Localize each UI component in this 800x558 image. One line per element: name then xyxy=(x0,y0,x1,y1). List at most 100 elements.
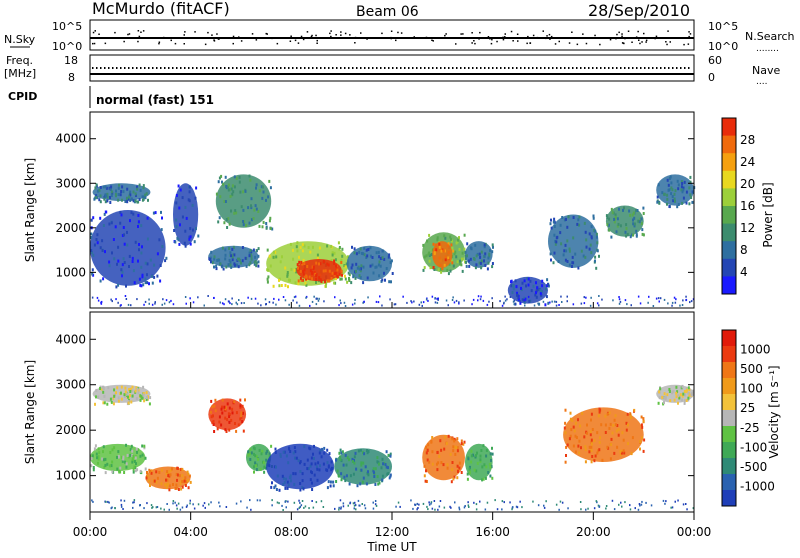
velocity-speckle xyxy=(642,449,645,453)
power-near-range-point xyxy=(618,298,621,301)
power-speckle xyxy=(568,249,571,253)
noise-search-point xyxy=(366,38,368,40)
power-near-range-point xyxy=(682,299,684,302)
noise-search-point xyxy=(354,42,356,44)
velocity-speckle xyxy=(330,460,333,464)
power-speckle xyxy=(592,216,595,220)
velocity-speckle xyxy=(137,391,140,395)
power-speckle xyxy=(631,233,633,237)
power-speckle xyxy=(668,177,671,180)
power-near-range-point xyxy=(648,295,650,298)
velocity-near-range-point xyxy=(133,501,135,504)
velocity-colorbar-tick: 500 xyxy=(740,362,763,376)
noise-search-point xyxy=(512,40,514,42)
velocity-near-range-point xyxy=(674,500,676,503)
velocity-speckle xyxy=(613,451,616,455)
velocity-speckle xyxy=(692,389,695,393)
velocity-near-range-point xyxy=(281,504,283,507)
power-speckle xyxy=(105,210,108,214)
velocity-near-range-point xyxy=(91,499,93,502)
power-speckle xyxy=(229,251,232,255)
velocity-speckle xyxy=(641,425,644,429)
power-speckle xyxy=(381,256,384,260)
power-speckle xyxy=(121,185,124,189)
power-speckle xyxy=(462,257,465,261)
noise-search-point xyxy=(98,33,100,35)
power-colorbar-swatch xyxy=(722,206,736,225)
power-near-range-point xyxy=(243,302,245,304)
power-speckle xyxy=(613,220,616,224)
power-speckle xyxy=(235,176,238,180)
power-speckle xyxy=(358,274,361,278)
velocity-speckle xyxy=(142,385,145,389)
noise-search-point xyxy=(432,40,434,42)
noise-search-point xyxy=(395,39,397,42)
velocity-speckle xyxy=(102,390,105,394)
power-speckle xyxy=(141,275,144,279)
velocity-speckle xyxy=(111,460,114,464)
velocity-near-range-point xyxy=(665,500,667,503)
power-near-range-point xyxy=(296,301,298,304)
x-tick-label: 00:00 xyxy=(677,525,712,539)
velocity-near-range-point xyxy=(235,502,238,505)
velocity-speckle xyxy=(286,486,289,490)
power-speckle xyxy=(257,247,260,251)
power-near-range-point xyxy=(690,300,693,303)
power-speckle xyxy=(432,266,435,269)
velocity-speckle xyxy=(274,451,277,454)
power-speckle xyxy=(642,233,645,237)
power-speckle xyxy=(550,218,552,222)
velocity-near-range-point xyxy=(473,501,475,504)
power-speckle xyxy=(221,246,224,250)
power-speckle xyxy=(351,245,353,249)
velocity-speckle xyxy=(685,386,688,390)
velocity-speckle xyxy=(240,414,243,418)
velocity-speckle xyxy=(475,454,477,458)
velocity-speckle xyxy=(668,388,671,391)
power-speckle xyxy=(229,195,232,198)
velocity-speckle xyxy=(329,484,332,488)
power-near-range-point xyxy=(619,300,622,303)
power-speckle xyxy=(344,277,347,281)
power-speckle xyxy=(102,185,105,189)
power-speckle xyxy=(316,253,319,257)
power-speckle xyxy=(343,274,346,278)
velocity-near-range-point xyxy=(454,501,456,504)
power-near-range-point xyxy=(572,303,575,306)
power-near-range-point xyxy=(517,297,519,300)
velocity-speckle xyxy=(242,429,245,433)
velocity-speckle xyxy=(102,401,105,405)
power-speckle xyxy=(468,259,470,263)
power-speckle xyxy=(632,218,634,222)
velocity-speckle xyxy=(176,466,179,470)
power-near-range-point xyxy=(172,303,175,306)
power-speckle xyxy=(299,246,302,250)
power-colorbar-tick: 8 xyxy=(740,243,748,257)
power-near-range-point xyxy=(130,304,132,307)
velocity-speckle xyxy=(175,483,178,487)
power-speckle xyxy=(450,237,452,241)
power-speckle xyxy=(96,233,99,237)
velocity-near-range-point xyxy=(516,506,519,509)
velocity-speckle xyxy=(328,452,331,456)
velocity-near-range-point xyxy=(664,502,666,505)
date-title: 28/Sep/2010 xyxy=(588,1,690,20)
power-speckle xyxy=(217,180,220,184)
velocity-speckle xyxy=(591,455,594,458)
noise-search-point xyxy=(568,42,571,44)
velocity-speckle xyxy=(212,423,215,426)
power-near-range-point xyxy=(657,297,660,300)
power-speckle xyxy=(215,192,218,196)
power-speckle xyxy=(478,252,481,256)
velocity-near-range-point xyxy=(120,499,122,502)
power-speckle xyxy=(618,207,620,211)
velocity-near-range-point xyxy=(458,508,461,511)
power-speckle xyxy=(239,190,242,194)
power-speckle xyxy=(137,220,140,224)
velocity-near-range-point xyxy=(430,502,432,505)
velocity-speckle xyxy=(352,472,355,476)
velocity-near-range-point xyxy=(521,506,523,509)
power-speckle xyxy=(119,210,122,214)
velocity-speckle xyxy=(141,444,144,448)
velocity-speckle xyxy=(381,457,384,461)
